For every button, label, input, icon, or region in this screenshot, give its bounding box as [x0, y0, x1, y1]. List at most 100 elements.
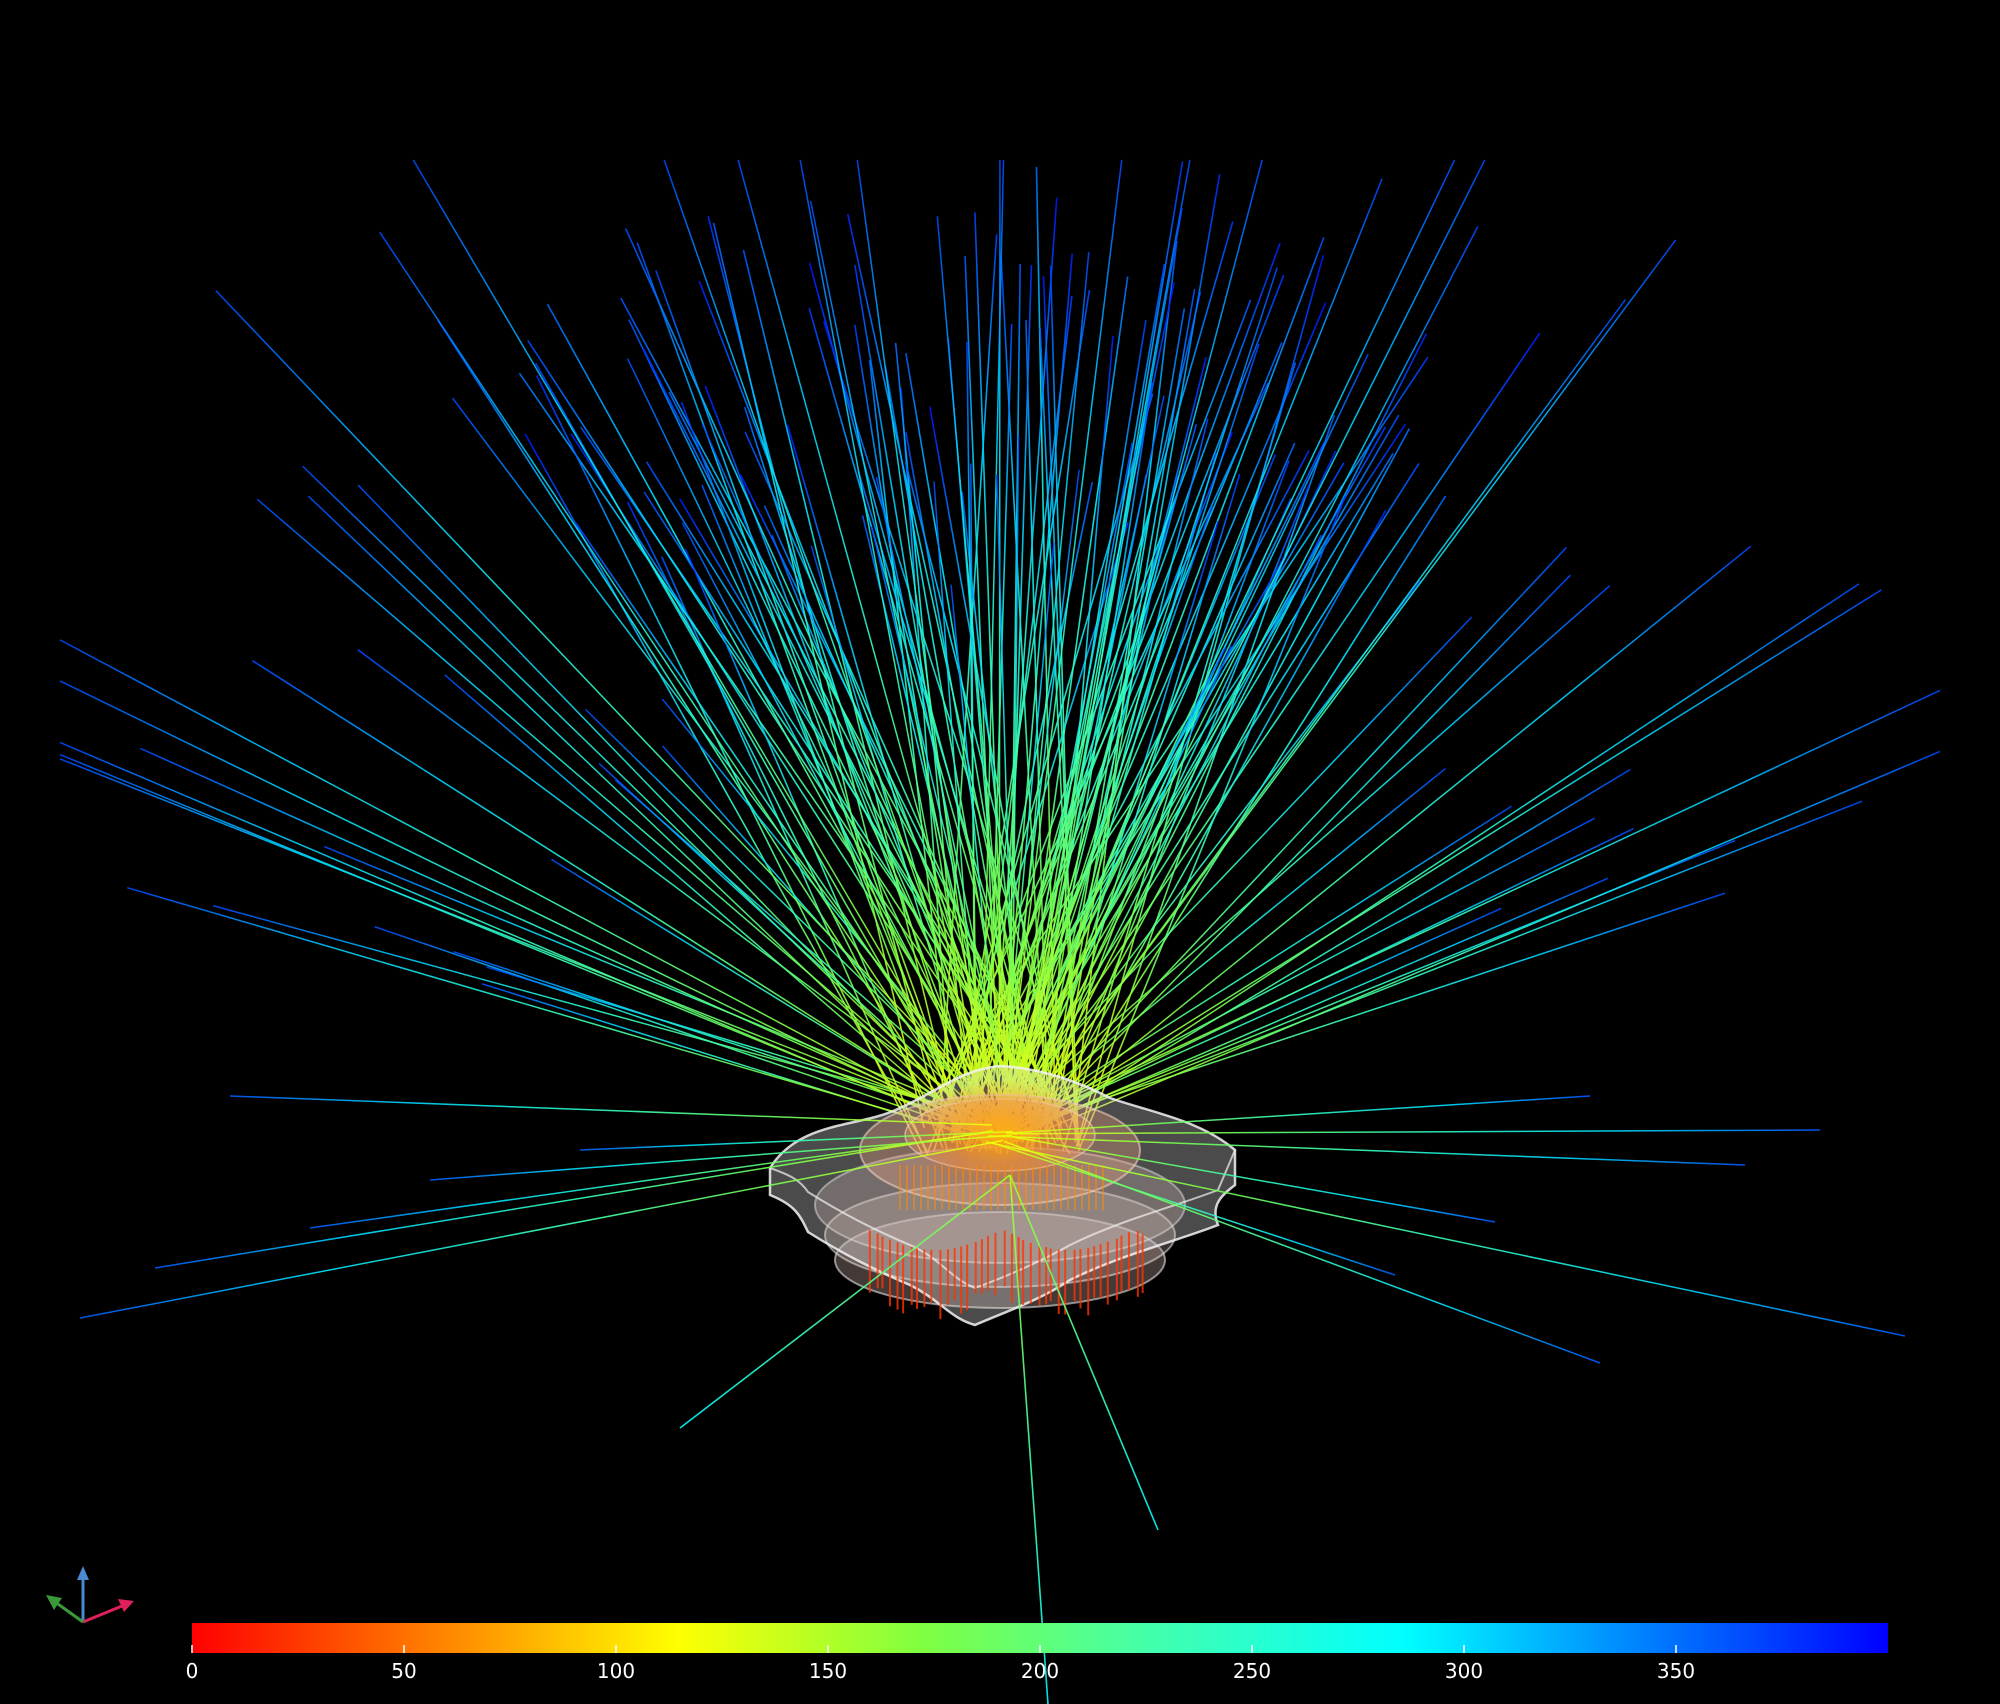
ray	[1049, 265, 1077, 1142]
ray	[1054, 174, 1221, 1120]
ray	[59, 680, 984, 1132]
ray	[1003, 1140, 1601, 1364]
ray	[1000, 178, 1383, 1134]
ray	[59, 639, 992, 1136]
ray	[584, 708, 1018, 1133]
ray	[309, 1131, 989, 1229]
colorbar-tick-label: 150	[809, 1659, 847, 1683]
ray	[1016, 583, 1860, 1143]
source-geometry[interactable]	[768, 1064, 1237, 1327]
ray	[1000, 343, 1260, 1139]
ray	[1002, 827, 1634, 1135]
ray	[998, 689, 1941, 1132]
ray	[808, 308, 1041, 1118]
z-axis-arrowhead	[77, 1566, 89, 1580]
ray	[140, 747, 1010, 1139]
ray	[679, 498, 1050, 1123]
ray	[655, 270, 966, 1132]
ray	[256, 498, 1004, 1142]
ray	[955, 289, 1091, 1127]
ray	[988, 1135, 1746, 1166]
ray	[527, 339, 1037, 1118]
ray	[302, 465, 996, 1139]
ray	[951, 342, 1283, 1144]
ray	[624, 228, 1029, 1121]
ray	[636, 242, 969, 1152]
colorbar-tick-label: 0	[186, 1659, 199, 1683]
ray	[905, 352, 1042, 1150]
ray	[679, 1174, 1011, 1429]
ray	[993, 767, 1447, 1135]
flux-arrows	[868, 1165, 1144, 1320]
ray	[570, 433, 1025, 1137]
ray	[1003, 252, 1090, 1144]
ray	[1010, 545, 1752, 1145]
ray	[154, 1130, 993, 1269]
ray	[1000, 226, 1479, 1144]
ray	[998, 159, 1486, 1127]
ray	[481, 983, 990, 1143]
colorbar-tick-label: 300	[1445, 1659, 1483, 1683]
ray	[995, 474, 1018, 1142]
ray	[1019, 750, 1941, 1142]
ray	[763, 505, 1044, 1125]
ray	[1041, 473, 1241, 1128]
ray	[991, 805, 1512, 1138]
ray-trajectories-front	[79, 1095, 1906, 1704]
ray	[856, 159, 990, 1139]
ray	[994, 332, 1541, 1135]
ray	[213, 905, 1016, 1126]
ray	[1001, 159, 1123, 1141]
ray	[127, 886, 982, 1138]
ray	[997, 267, 1278, 1133]
colorbar-tick-label: 200	[1021, 1659, 1059, 1683]
ray	[1076, 414, 1336, 1147]
ray	[524, 433, 928, 1152]
colorbar-tick-label: 350	[1657, 1659, 1695, 1683]
ray	[1039, 327, 1078, 1141]
ray	[1003, 299, 1626, 1144]
ray	[324, 845, 1010, 1129]
ray	[1025, 520, 1219, 1150]
ray	[1018, 574, 1571, 1140]
x-axis-arrowhead	[118, 1599, 134, 1612]
ray	[1006, 159, 1263, 1126]
ray	[950, 584, 1005, 1137]
ray	[59, 753, 997, 1139]
ray	[79, 1139, 1003, 1319]
ray	[799, 159, 985, 1137]
ray	[307, 495, 989, 1146]
ray	[980, 159, 1005, 1137]
ray	[1008, 498, 1292, 1133]
axis-triad[interactable]	[46, 1566, 134, 1624]
ray	[681, 522, 1005, 1136]
ray	[884, 365, 1017, 1117]
ray	[626, 358, 1003, 1137]
ray	[357, 648, 1003, 1132]
ray	[1003, 265, 1033, 1145]
ray	[1012, 159, 1191, 1129]
ray	[59, 758, 993, 1129]
ray	[661, 698, 1016, 1133]
ray	[1000, 395, 1165, 1139]
ray	[868, 360, 959, 1148]
ray	[1000, 542, 1055, 1126]
y-axis-arrow	[57, 1602, 84, 1624]
ray	[1008, 768, 1631, 1145]
ray	[357, 484, 993, 1141]
color-legend: 0 50 100 150 200 250 300 350	[186, 1623, 1888, 1683]
ray	[215, 290, 1018, 1133]
ray	[983, 462, 1420, 1149]
ray	[1005, 276, 1129, 1150]
ray-trajectories	[59, 159, 1941, 1155]
ray	[737, 159, 1008, 1135]
y-axis-arrowhead	[46, 1595, 62, 1610]
ray	[786, 424, 992, 1132]
ray	[229, 1095, 992, 1126]
ray	[1006, 1095, 1591, 1135]
ray	[550, 858, 999, 1136]
ray	[739, 473, 1063, 1124]
ray	[1031, 382, 1153, 1154]
ray	[1012, 546, 1568, 1138]
